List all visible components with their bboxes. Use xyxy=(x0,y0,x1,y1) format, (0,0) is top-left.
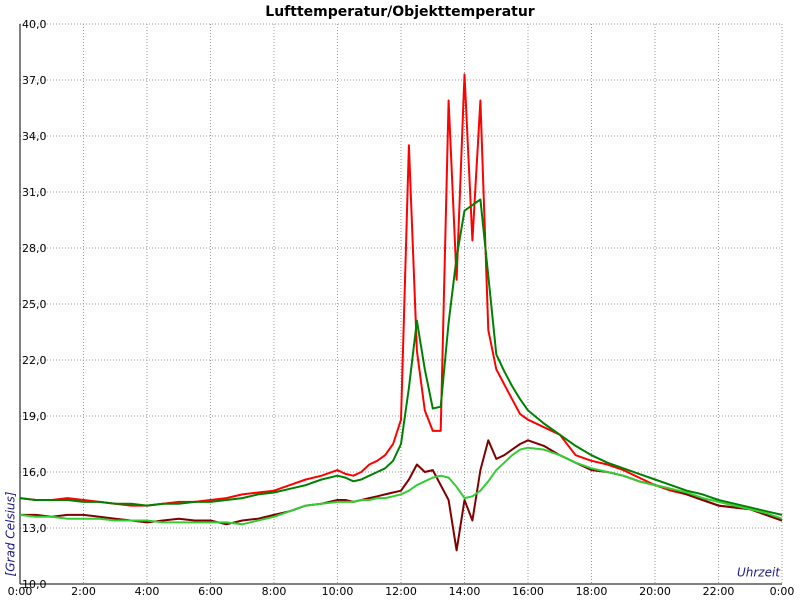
y-tick-label: 31,0 xyxy=(22,186,47,199)
x-tick-label: 22:00 xyxy=(703,585,735,598)
y-tick-label: 22,0 xyxy=(22,354,47,367)
y-tick-label: 25,0 xyxy=(22,298,47,311)
y-axis-title: [Grad Celsius] xyxy=(4,491,18,576)
y-tick-label: 16,0 xyxy=(22,466,47,479)
y-tick-label: 40,0 xyxy=(22,18,47,31)
x-axis-title: Uhrzeit xyxy=(737,566,781,580)
y-tick-label: 37,0 xyxy=(22,74,47,87)
x-tick-label: 2:00 xyxy=(71,585,96,598)
x-tick-label: 8:00 xyxy=(262,585,287,598)
x-tick-label: 0:00 xyxy=(8,585,33,598)
x-tick-label: 4:00 xyxy=(135,585,160,598)
x-tick-label: 20:00 xyxy=(639,585,671,598)
x-tick-label: 10:00 xyxy=(322,585,354,598)
y-tick-label: 19,0 xyxy=(22,410,47,423)
x-tick-label: 18:00 xyxy=(576,585,608,598)
y-tick-label: 28,0 xyxy=(22,242,47,255)
data-line xyxy=(19,73,783,522)
data-line xyxy=(19,446,783,526)
x-tick-label: 14:00 xyxy=(449,585,481,598)
x-tick-label: 12:00 xyxy=(385,585,417,598)
y-tick-label: 34,0 xyxy=(22,130,47,143)
x-tick-label: 0:00 xyxy=(770,585,795,598)
chart-title: Lufttemperatur/Objekttemperatur xyxy=(265,4,535,20)
x-tick-label: 16:00 xyxy=(512,585,544,598)
x-tick-label: 6:00 xyxy=(198,585,223,598)
data-line xyxy=(19,198,783,516)
y-tick-label: 13,0 xyxy=(22,522,47,535)
